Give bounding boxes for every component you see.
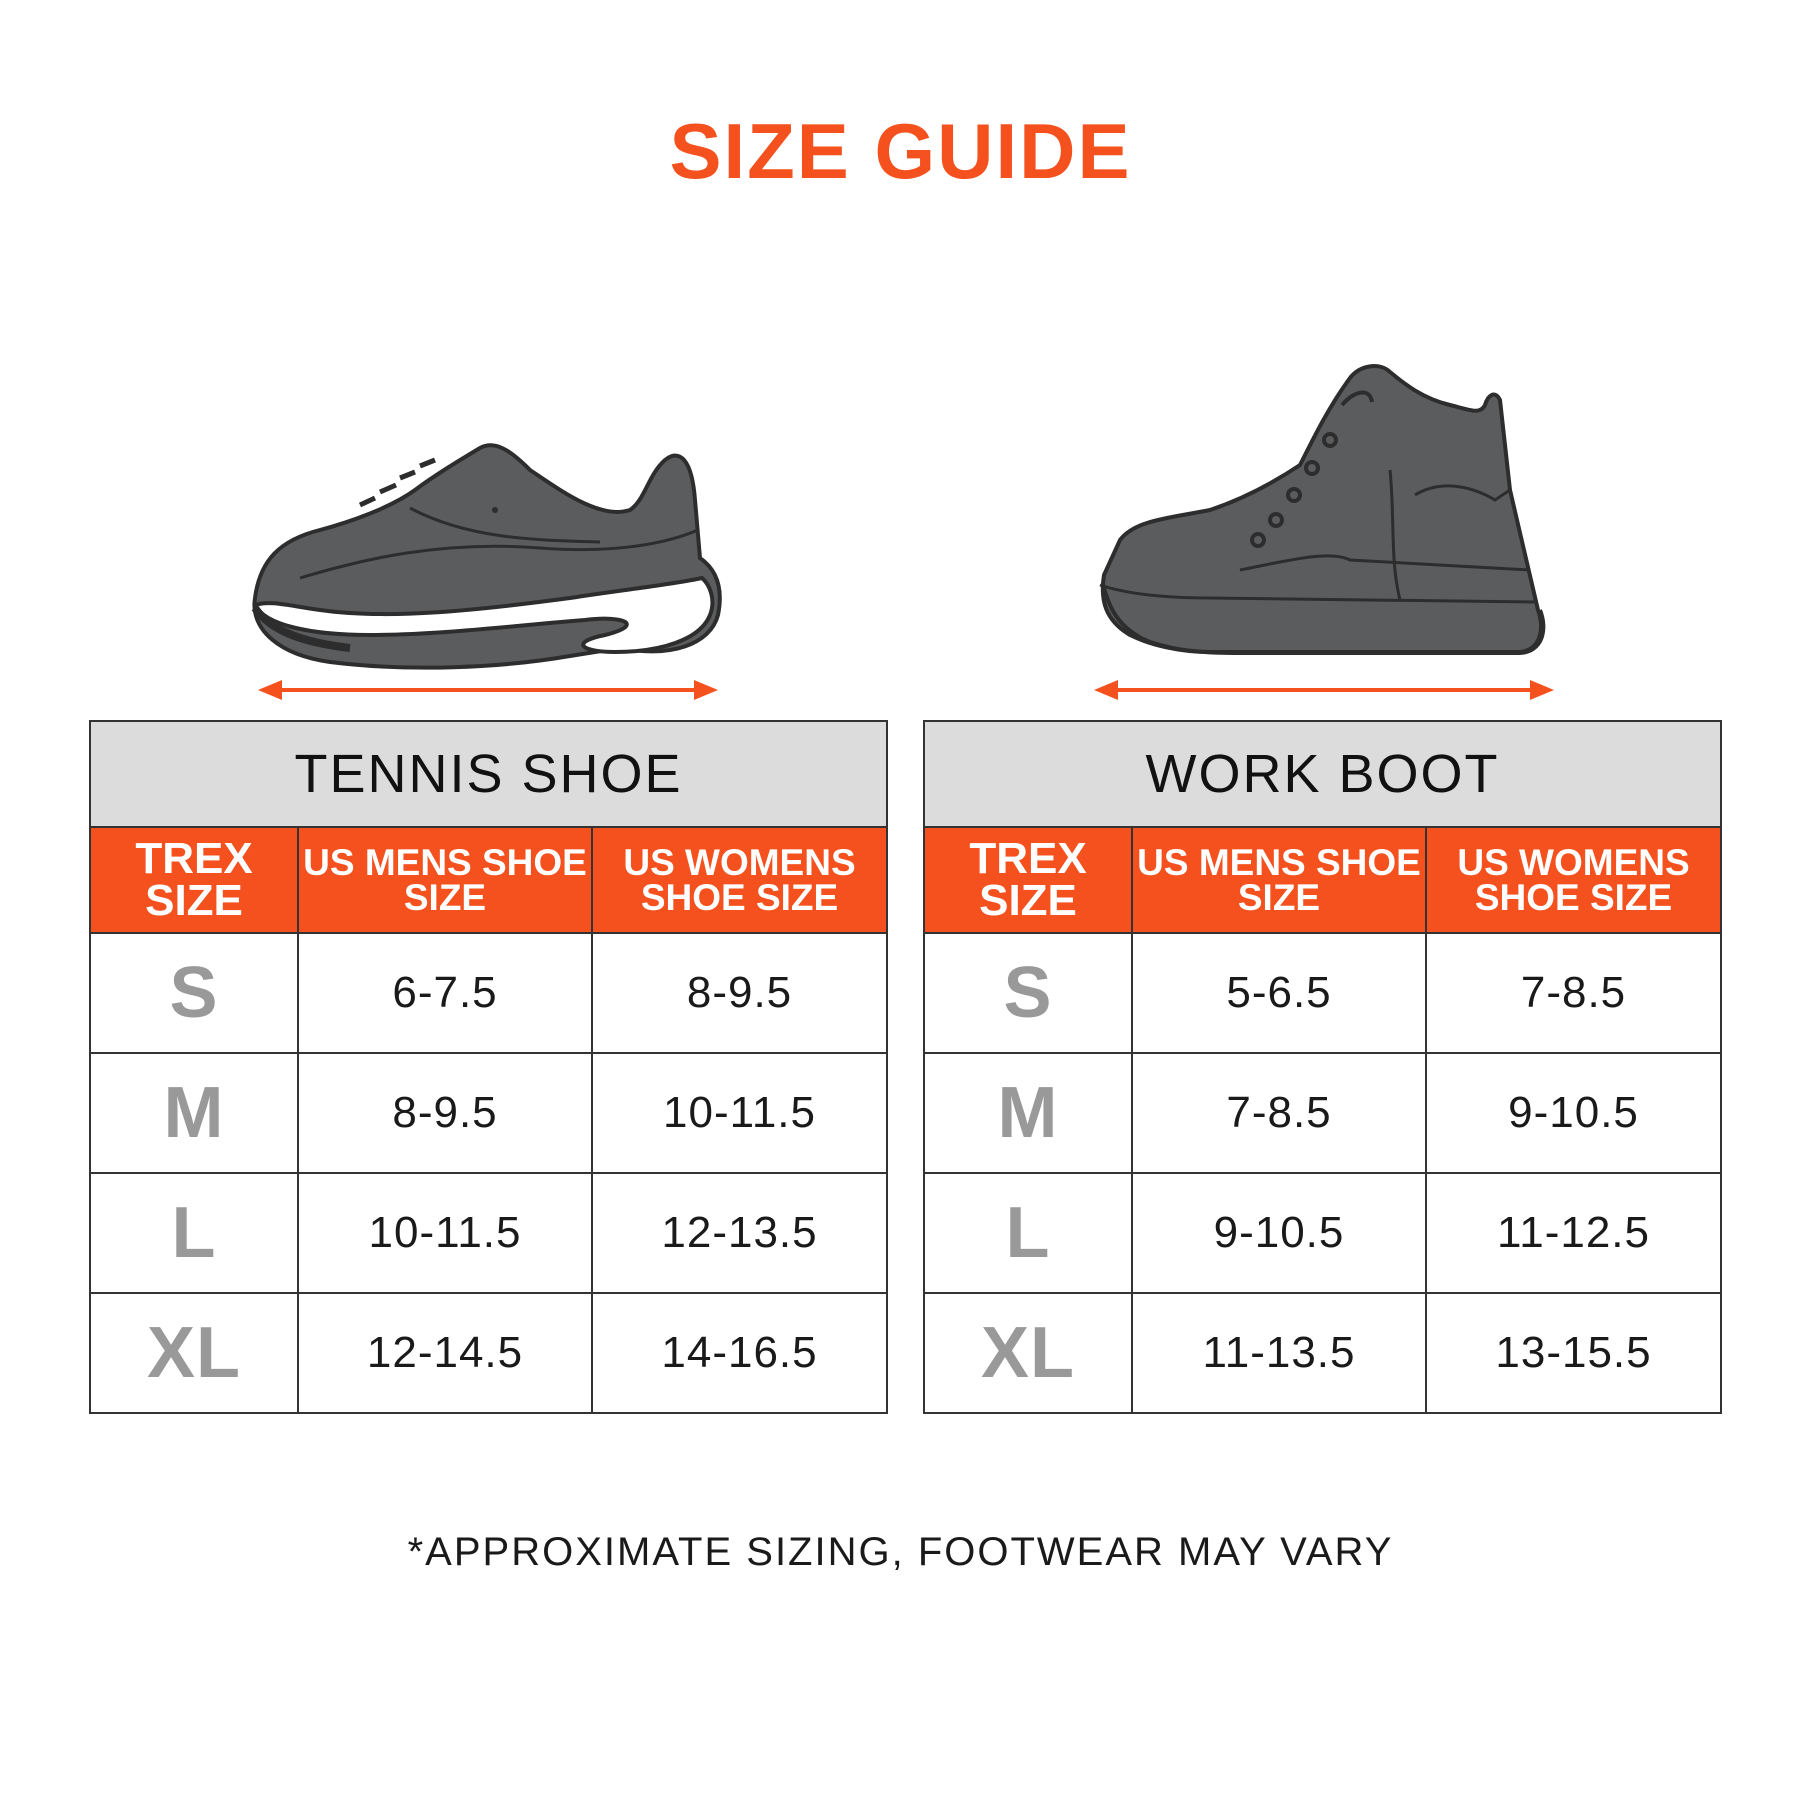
double-arrow-icon: [258, 680, 718, 700]
table-row: M 7-8.5 9-10.5: [923, 1052, 1723, 1174]
table-row: L 10-11.5 12-13.5: [89, 1172, 889, 1294]
table-row: S 5-6.5 7-8.5: [923, 932, 1723, 1054]
tennis-shoe-icon: [251, 443, 722, 670]
us-womens-cell: 14-16.5: [590, 1292, 889, 1414]
column-header-trex-size: TREX SIZE: [923, 826, 1133, 934]
column-header-us-mens: US MENS SHOE SIZE: [297, 826, 593, 934]
table-row: XL 11-13.5 13-15.5: [923, 1292, 1723, 1414]
us-mens-cell: 12-14.5: [297, 1292, 593, 1414]
us-womens-cell: 13-15.5: [1424, 1292, 1723, 1414]
table-row: L 9-10.5 11-12.5: [923, 1172, 1723, 1294]
trex-size-cell: M: [923, 1052, 1133, 1174]
us-womens-cell: 10-11.5: [590, 1052, 889, 1174]
column-header-us-womens: US WOMENS SHOE SIZE: [590, 826, 889, 934]
us-womens-cell: 12-13.5: [590, 1172, 889, 1294]
table-row: S 6-7.5 8-9.5: [89, 932, 889, 1054]
work-boot-size-table: WORK BOOT TREX SIZE US MENS SHOE SIZE US…: [922, 720, 1723, 1414]
work-boot-icon: [1099, 364, 1546, 655]
sizing-footnote: *APPROXIMATE SIZING, FOOTWEAR MAY VARY: [407, 1530, 1394, 1574]
us-womens-cell: 8-9.5: [590, 932, 889, 1054]
trex-size-cell: M: [89, 1052, 299, 1174]
trex-size-cell: S: [89, 932, 299, 1054]
trex-size-cell: L: [89, 1172, 299, 1294]
table-row: M 8-9.5 10-11.5: [89, 1052, 889, 1174]
us-mens-cell: 10-11.5: [297, 1172, 593, 1294]
double-arrow-icon: [1094, 680, 1554, 700]
trex-size-cell: L: [923, 1172, 1133, 1294]
table-caption: TENNIS SHOE: [88, 720, 889, 828]
us-mens-cell: 6-7.5: [297, 932, 593, 1054]
us-womens-cell: 7-8.5: [1424, 932, 1723, 1054]
page-title: SIZE GUIDE: [669, 107, 1132, 195]
trex-size-cell: XL: [923, 1292, 1133, 1414]
us-mens-cell: 7-8.5: [1131, 1052, 1427, 1174]
us-mens-cell: 5-6.5: [1131, 932, 1427, 1054]
us-mens-cell: 9-10.5: [1131, 1172, 1427, 1294]
column-header-us-mens: US MENS SHOE SIZE: [1131, 826, 1427, 934]
trex-size-cell: XL: [89, 1292, 299, 1414]
table-caption: WORK BOOT: [922, 720, 1723, 828]
us-mens-cell: 8-9.5: [297, 1052, 593, 1174]
table-row: XL 12-14.5 14-16.5: [89, 1292, 889, 1414]
us-womens-cell: 9-10.5: [1424, 1052, 1723, 1174]
column-header-trex-size: TREX SIZE: [89, 826, 299, 934]
us-womens-cell: 11-12.5: [1424, 1172, 1723, 1294]
column-header-us-womens: US WOMENS SHOE SIZE: [1424, 826, 1723, 934]
us-mens-cell: 11-13.5: [1131, 1292, 1427, 1414]
trex-size-cell: S: [923, 932, 1133, 1054]
tennis-shoe-size-table: TENNIS SHOE TREX SIZE US MENS SHOE SIZE …: [88, 720, 889, 1414]
